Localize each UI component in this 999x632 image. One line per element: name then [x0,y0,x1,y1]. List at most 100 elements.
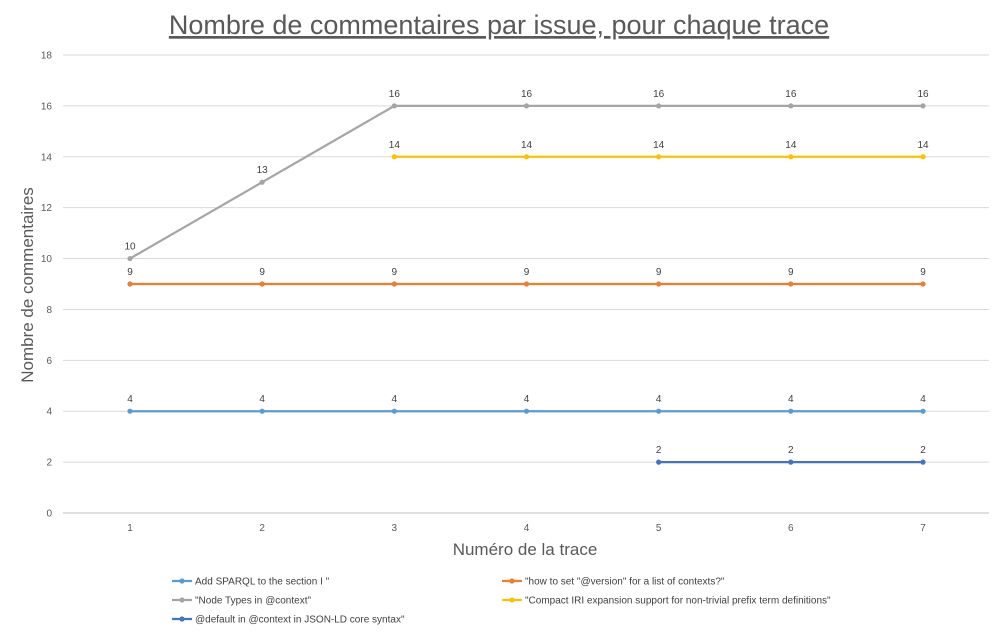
x-tick-label: 3 [392,523,398,534]
data-point [920,154,926,160]
y-tick-label: 18 [41,51,53,62]
data-label: 16 [653,89,665,100]
data-point [523,281,530,287]
legend-marker [509,597,515,603]
data-point [920,408,926,414]
data-label: 9 [259,267,265,278]
x-tick-label: 7 [920,523,926,534]
y-tick-label: 0 [46,509,52,520]
data-point [788,103,794,109]
x-tick-label: 6 [788,523,794,534]
data-label: 2 [788,445,794,456]
x-axis-label: Numéro de la trace [453,540,598,559]
data-label: 4 [656,394,662,405]
data-point [656,408,662,414]
data-point [656,459,662,465]
data-point [523,408,530,414]
x-tick-label: 5 [656,523,662,534]
data-label: 9 [788,267,794,278]
series-2 [127,281,926,287]
legend: Add SPARQL to the section I " "how to set… [172,577,831,626]
data-label: 14 [917,140,929,151]
data-point [127,281,133,287]
legend-entry: "Node Types in @context" [172,596,311,607]
data-point [656,281,662,287]
data-point [127,255,133,262]
data-label: 4 [920,394,926,405]
data-label: 9 [920,267,926,278]
data-point [391,281,397,287]
data-point [391,154,397,160]
data-label: 2 [656,445,662,456]
y-tick-label: 4 [46,407,52,418]
data-label: 9 [127,267,133,278]
y-tick-label: 12 [41,203,53,214]
x-tick-label: 1 [127,523,133,534]
legend-entry: @default in @context in JSON-LD core syn… [172,615,405,626]
data-label: 4 [392,394,398,405]
data-point [788,408,794,414]
legend-label: @default in @context in JSON-LD core syn… [195,615,405,626]
data-point [920,459,926,465]
data-point [656,103,662,109]
data-label: 16 [389,89,401,100]
data-label: 16 [521,89,533,100]
series-5 [656,459,926,465]
legend-entry: Add SPARQL to the section I " [172,577,330,588]
data-point [391,103,397,109]
data-point [391,408,397,414]
data-point [788,154,794,160]
data-label: 2 [920,445,926,456]
y-tick-label: 6 [46,356,52,367]
data-point [259,179,265,185]
legend-label: Add SPARQL to the section I " [195,577,330,588]
y-axis-label: Nombre de commentaires [18,187,37,383]
series-line [129,104,923,260]
legend-entry: "Compact IRI expansion support for non-t… [502,596,831,607]
data-label: 14 [389,140,401,151]
series-lines [127,103,926,465]
y-tick-label: 10 [41,254,53,265]
data-point [920,281,926,287]
data-label: 4 [788,394,794,405]
legend-marker [179,597,185,603]
data-label: 14 [521,140,533,151]
legend-marker [179,578,185,584]
chart-title: Nombre de commentaires par issue, pour c… [169,10,829,40]
data-label: 4 [524,394,530,405]
data-labels: 4 4 4 4 4 4 4 9 9 9 9 9 9 9 10 13 16 16 16 16 16 14 14 14 14 14 2 2… [124,89,929,456]
data-label: 9 [524,267,530,278]
data-point [127,408,133,414]
y-tick-label: 2 [46,458,52,469]
data-label: 16 [917,89,929,100]
legend-label: "Node Types in @context" [195,596,311,607]
y-tick-label: 8 [46,305,52,316]
y-tick-label: 16 [41,101,53,112]
data-point [788,459,794,465]
data-label: 14 [653,140,665,151]
data-point [920,103,926,109]
data-point [788,281,794,287]
legend-entry: "how to set "@version" for a list of con… [502,577,725,588]
series-3 [127,103,926,262]
data-point [259,281,265,287]
y-tick-label: 14 [41,152,53,163]
data-label: 16 [785,89,797,100]
data-label: 9 [392,267,398,278]
series-1 [127,408,926,414]
legend-label: "how to set "@version" for a list of con… [525,577,725,588]
data-label: 14 [785,140,797,151]
legend-marker [179,616,185,622]
legend-label: "Compact IRI expansion support for non-t… [525,596,831,607]
x-tick-label: 4 [524,523,530,534]
x-tick-label: 2 [259,523,265,534]
legend-marker [509,578,515,584]
data-label: 4 [127,394,133,405]
data-label: 13 [257,165,269,176]
data-label: 10 [124,242,136,253]
data-point [523,154,530,160]
data-label: 4 [259,394,265,405]
